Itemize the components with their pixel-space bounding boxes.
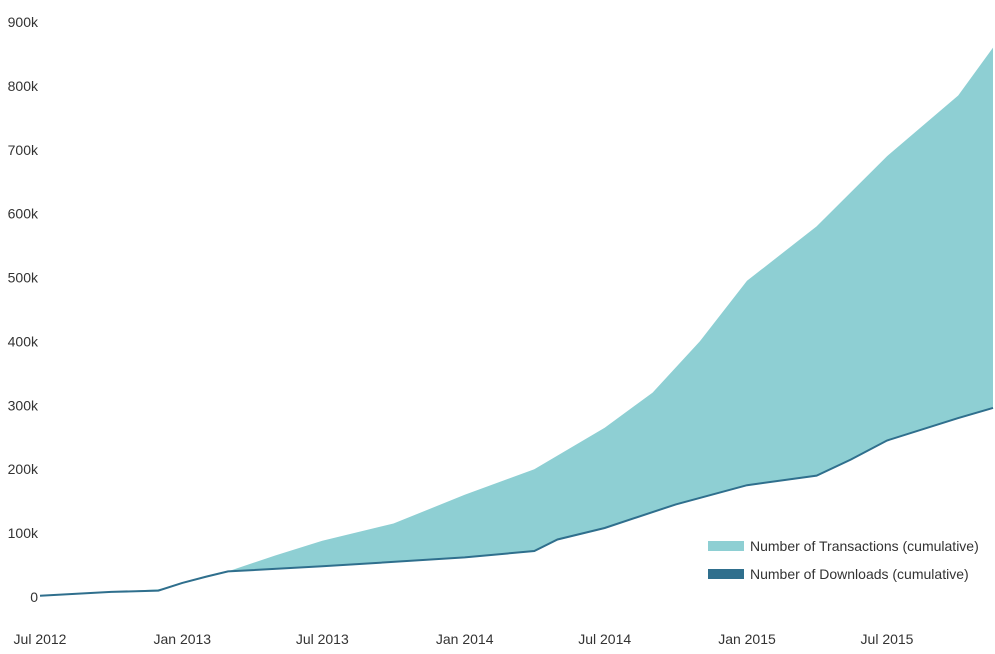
y-tick-label: 700k xyxy=(8,142,39,158)
legend-label-downloads: Number of Downloads (cumulative) xyxy=(750,566,969,582)
y-tick-label: 200k xyxy=(8,461,39,477)
transactions-area xyxy=(40,47,993,598)
legend: Number of Transactions (cumulative) Numb… xyxy=(708,538,979,582)
y-tick-label: 600k xyxy=(8,206,39,222)
y-tick-label: 500k xyxy=(8,270,39,286)
x-tick-label: Jul 2012 xyxy=(14,631,67,647)
x-tick-label: Jul 2014 xyxy=(578,631,631,647)
legend-label-transactions: Number of Transactions (cumulative) xyxy=(750,538,979,554)
downloads-line xyxy=(39,406,994,597)
y-tick-label: 0 xyxy=(30,589,38,605)
x-tick-label: Jan 2015 xyxy=(718,631,776,647)
legend-swatch-downloads xyxy=(708,569,744,579)
y-tick-label: 900k xyxy=(8,14,39,30)
x-tick-label: Jul 2013 xyxy=(296,631,349,647)
y-tick-label: 100k xyxy=(8,525,39,541)
x-axis-labels: Jul 2012 Jan 2013 Jul 2013 Jan 2014 Jul 2014… xyxy=(14,631,914,647)
x-tick-label: Jan 2014 xyxy=(436,631,494,647)
legend-swatch-transactions xyxy=(708,541,744,551)
y-tick-label: 400k xyxy=(8,333,39,349)
y-tick-label: 300k xyxy=(8,397,39,413)
y-tick-label: 800k xyxy=(8,78,39,94)
x-tick-label: Jan 2013 xyxy=(153,631,211,647)
y-axis-labels: 0 100k 200k 300k 400k 500k 600k 700k 800k 900k xyxy=(8,14,39,605)
plot-area xyxy=(39,47,994,598)
x-tick-label: Jul 2015 xyxy=(861,631,914,647)
downloads-area xyxy=(40,407,993,597)
